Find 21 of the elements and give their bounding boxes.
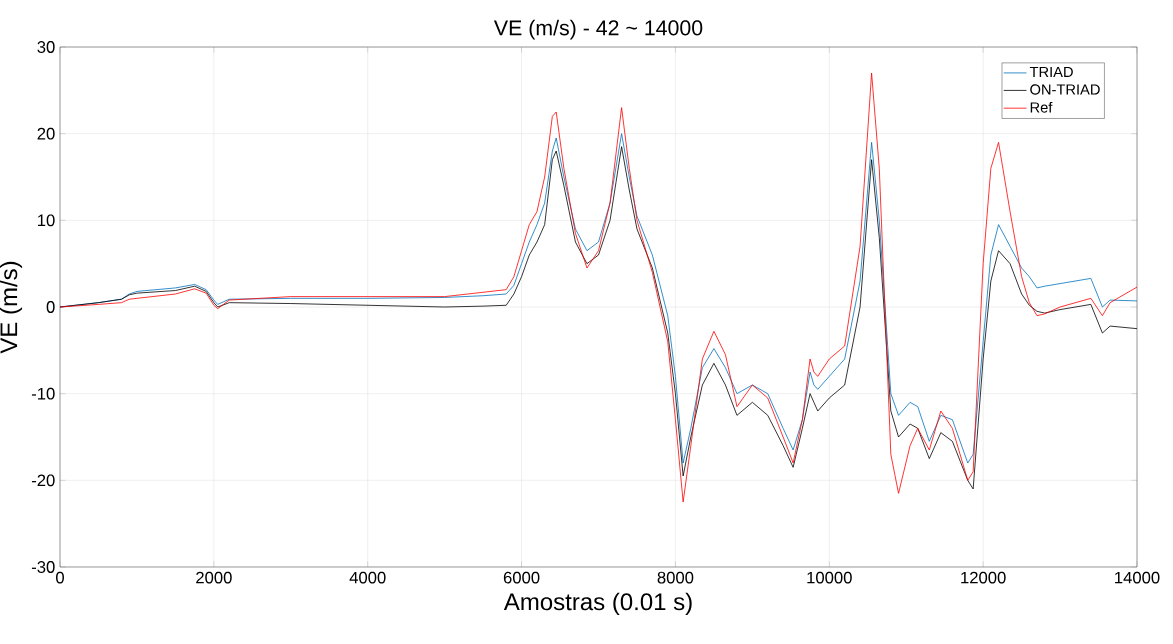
y-tick-label: 10: [38, 214, 55, 227]
x-tick-label: 14000: [1115, 571, 1160, 584]
x-tick-label: 6000: [503, 571, 540, 584]
y-tick-label: 30: [37, 41, 55, 53]
legend-label: ON-TRIAD: [1030, 84, 1100, 95]
y-tick-label: -30: [31, 561, 55, 573]
y-tick-label: 0: [46, 301, 55, 313]
x-tick-label: 12000: [961, 571, 1006, 584]
y-axis-title: VE (m/s): [0, 261, 23, 354]
x-tick-label: 4000: [349, 571, 386, 584]
x-axis-title: Amostras (0.01 s): [503, 592, 692, 616]
x-tick-label: 8000: [657, 571, 694, 584]
legend-label: Ref: [1030, 101, 1053, 113]
y-tick-label: 20: [37, 127, 55, 140]
x-tick-label: 10000: [807, 571, 852, 584]
y-tick-label: -10: [31, 387, 55, 400]
y-tick-label: -20: [31, 474, 55, 487]
x-tick-label: 0: [56, 571, 64, 584]
x-tick-label: 2000: [196, 571, 232, 584]
legend-label: TRIAD: [1029, 66, 1073, 77]
chart-title: VE (m/s) - 42 ~ 14000: [493, 19, 703, 40]
